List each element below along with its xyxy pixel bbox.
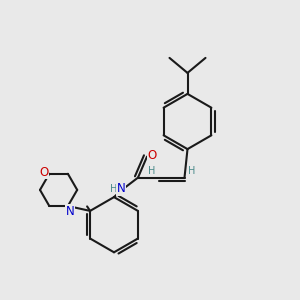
Text: N: N xyxy=(66,205,74,218)
Text: H: H xyxy=(110,184,118,194)
Text: O: O xyxy=(148,148,157,162)
Text: O: O xyxy=(39,166,49,179)
Text: N: N xyxy=(116,182,125,195)
Text: H: H xyxy=(188,166,196,176)
Text: H: H xyxy=(148,166,155,176)
